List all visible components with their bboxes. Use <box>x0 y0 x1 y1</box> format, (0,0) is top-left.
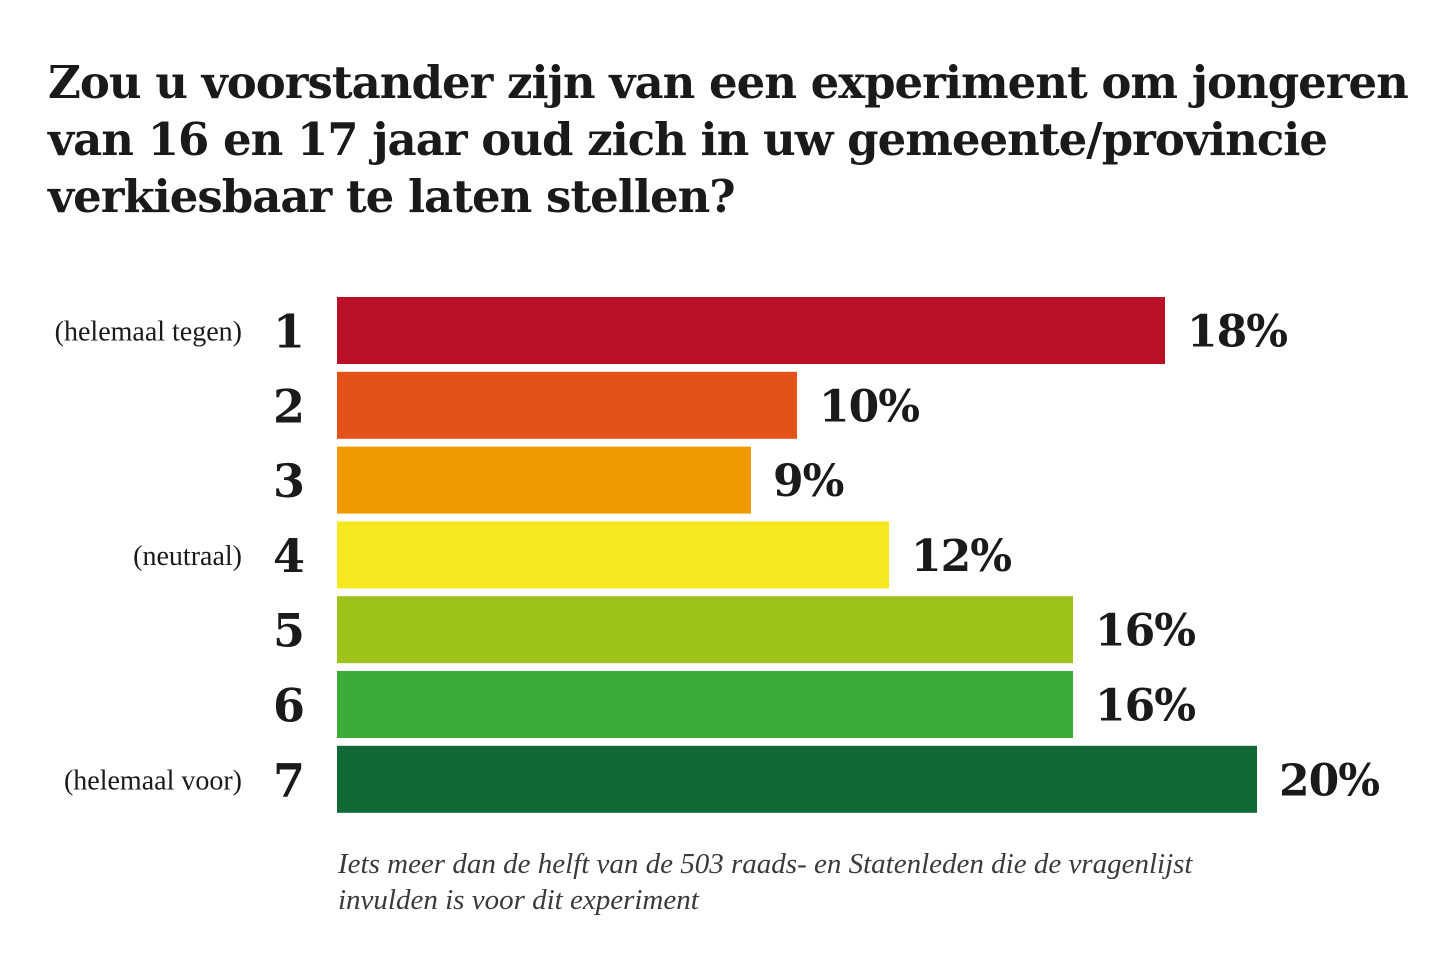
value-label-7: 20% <box>1279 755 1379 806</box>
category-label-3: 3 <box>273 454 305 508</box>
category-label-7: 7 <box>273 753 305 807</box>
category-description-4: (neutraal) <box>133 541 242 572</box>
category-label-4: 4 <box>273 529 305 583</box>
bar-3 <box>337 446 751 514</box>
value-label-2: 10% <box>819 381 919 432</box>
category-description-1: (helemaal tegen) <box>55 317 242 348</box>
chart-title: Zou u voorstander zijn van een experimen… <box>48 56 1409 223</box>
category-label-5: 5 <box>273 604 305 658</box>
value-label-1: 18% <box>1187 307 1287 358</box>
value-label-4: 12% <box>911 531 1011 582</box>
category-label-6: 6 <box>273 679 305 733</box>
bar-6 <box>337 671 1073 738</box>
bar-2 <box>337 371 797 439</box>
category-label-1: 1 <box>273 305 305 359</box>
bar-4 <box>337 521 889 589</box>
bar-5 <box>337 596 1073 664</box>
bars-layer: 1 (helemaal tegen) 18% 2 10% 3 9% 4 (neutraal) 12… <box>55 297 1380 813</box>
category-description-7: (helemaal voor) <box>64 765 242 796</box>
bar-7 <box>337 745 1257 813</box>
chart-footnote: Iets meer dan de helft van de 503 raads-… <box>338 848 1193 916</box>
value-label-3: 9% <box>773 456 844 507</box>
value-label-6: 16% <box>1095 681 1195 732</box>
category-label-2: 2 <box>273 379 305 433</box>
value-label-5: 16% <box>1095 606 1195 657</box>
bar-1 <box>337 297 1165 364</box>
